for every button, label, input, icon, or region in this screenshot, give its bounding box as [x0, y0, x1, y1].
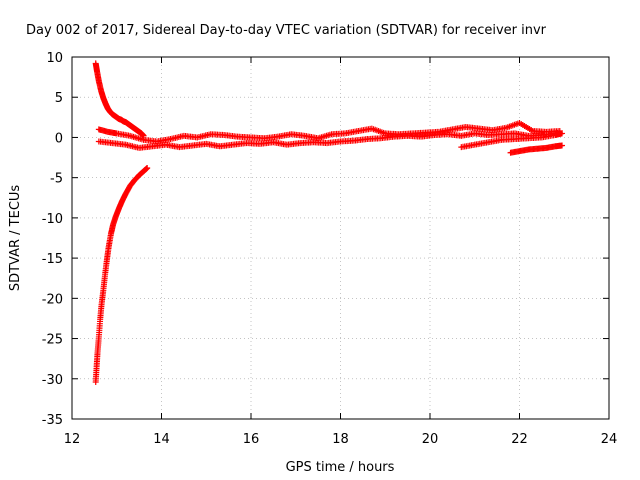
series-evening-lower — [458, 130, 566, 151]
x-tick-label: 14 — [153, 432, 170, 447]
data-points — [92, 60, 566, 385]
data-point — [559, 142, 566, 149]
x-tick-label: 12 — [64, 432, 81, 447]
data-point — [144, 165, 151, 172]
y-tick-label: -15 — [42, 252, 63, 267]
y-tick-label: -20 — [42, 292, 63, 307]
x-tick-label: 18 — [332, 432, 349, 447]
series-lower-transient — [92, 165, 151, 385]
y-tick-label: 0 — [55, 131, 63, 146]
x-tick-label: 16 — [243, 432, 260, 447]
y-axis-label: SDTVAR / TECUs — [8, 185, 23, 292]
tick-labels: 12 14 16 18 20 22 24 -35 -30 -25 -20 -15 -10 -5 0 5 10 — [42, 51, 618, 447]
y-tick-label: 5 — [55, 91, 63, 106]
x-tick-label: 20 — [422, 432, 439, 447]
y-tick-label: -25 — [42, 333, 63, 348]
plot-frame — [71, 56, 610, 420]
series-late-lower — [507, 142, 566, 156]
series-upper-transient — [92, 60, 147, 139]
y-tick-label: -5 — [50, 172, 63, 187]
y-tick-label: -10 — [42, 212, 63, 227]
chart-title: Day 002 of 2017, Sidereal Day-to-day VTE… — [26, 23, 547, 38]
x-axis-label: GPS time / hours — [286, 460, 395, 475]
x-tick-label: 24 — [601, 432, 618, 447]
grid — [72, 57, 609, 419]
x-tick-label: 22 — [511, 432, 528, 447]
y-tick-label: -30 — [42, 373, 63, 388]
y-tick-label: -35 — [42, 413, 63, 428]
y-tick-label: 10 — [46, 51, 63, 66]
data-point — [559, 130, 566, 137]
